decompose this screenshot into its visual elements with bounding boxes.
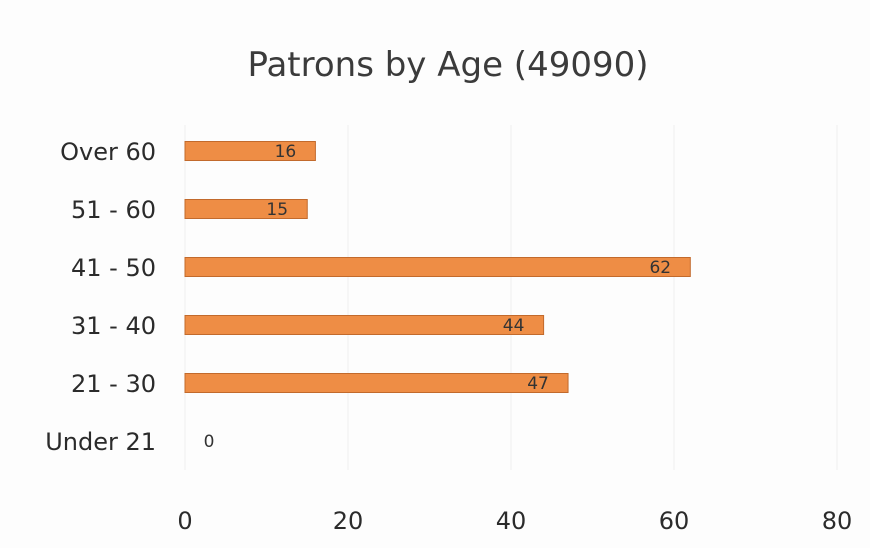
x-tick-label: 20 xyxy=(333,507,364,535)
category-label: Under 21 xyxy=(45,428,156,456)
bar xyxy=(184,373,569,393)
bars xyxy=(184,141,691,393)
category-label: Over 60 xyxy=(60,138,156,166)
data-labels: 16 15 62 44 47 0 xyxy=(204,142,672,452)
x-tick-label: 80 xyxy=(822,507,853,535)
data-label: 44 xyxy=(503,316,525,336)
data-label: 15 xyxy=(266,200,288,220)
data-label: 16 xyxy=(275,142,297,162)
category-label: 31 - 40 xyxy=(71,312,156,340)
x-tick-labels: 0 20 40 60 80 xyxy=(177,507,852,535)
bar xyxy=(184,199,308,219)
data-label: 47 xyxy=(527,374,549,394)
bar xyxy=(184,257,691,277)
x-tick-label: 40 xyxy=(496,507,527,535)
category-label: 21 - 30 xyxy=(71,370,156,398)
x-tick-label: 0 xyxy=(177,507,192,535)
bar xyxy=(184,141,316,161)
data-label: 62 xyxy=(649,258,671,278)
category-labels: Over 60 51 - 60 41 - 50 31 - 40 21 - 30 Under… xyxy=(45,138,156,456)
x-tick-label: 60 xyxy=(659,507,690,535)
category-label: 51 - 60 xyxy=(71,196,156,224)
bar xyxy=(184,315,545,335)
data-label: 0 xyxy=(204,432,215,452)
chart-title: Patrons by Age (49090) xyxy=(247,45,648,85)
category-label: 41 - 50 xyxy=(71,254,156,282)
gridlines xyxy=(184,125,838,470)
